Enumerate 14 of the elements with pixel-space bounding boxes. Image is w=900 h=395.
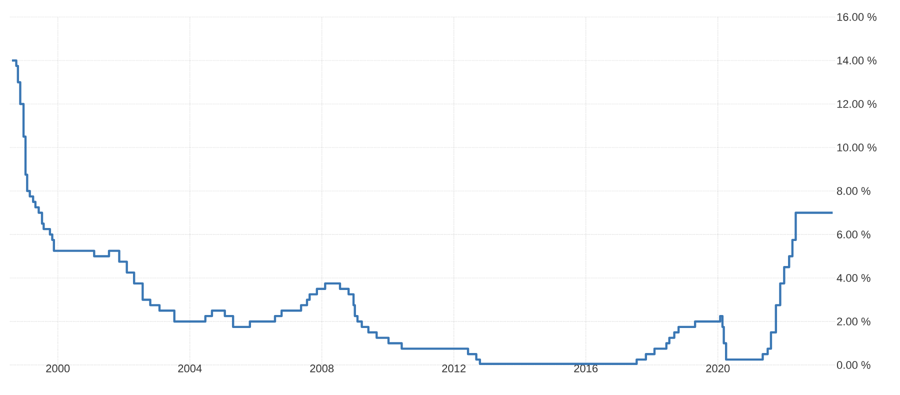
- y-tick-label: 6.00 %: [837, 230, 870, 238]
- x-tick-label: 2004: [178, 364, 202, 372]
- y-tick-label: 16.00 %: [837, 13, 876, 21]
- x-tick-label: 2000: [46, 364, 70, 372]
- y-tick-label: 10.00 %: [837, 144, 876, 152]
- y-tick-label: 8.00 %: [837, 187, 870, 195]
- x-tick-label: 2020: [706, 364, 730, 372]
- x-tick-label: 2012: [442, 364, 466, 372]
- y-tick-label: 0.00 %: [836, 361, 870, 369]
- x-tick-label: 2008: [310, 364, 334, 372]
- y-tick-label: 14.00 %: [837, 56, 876, 64]
- y-tick-label: 4.00 %: [836, 274, 870, 282]
- y-tick-label: 12.00 %: [837, 100, 876, 108]
- y-tick-label: 2.00 %: [837, 318, 870, 326]
